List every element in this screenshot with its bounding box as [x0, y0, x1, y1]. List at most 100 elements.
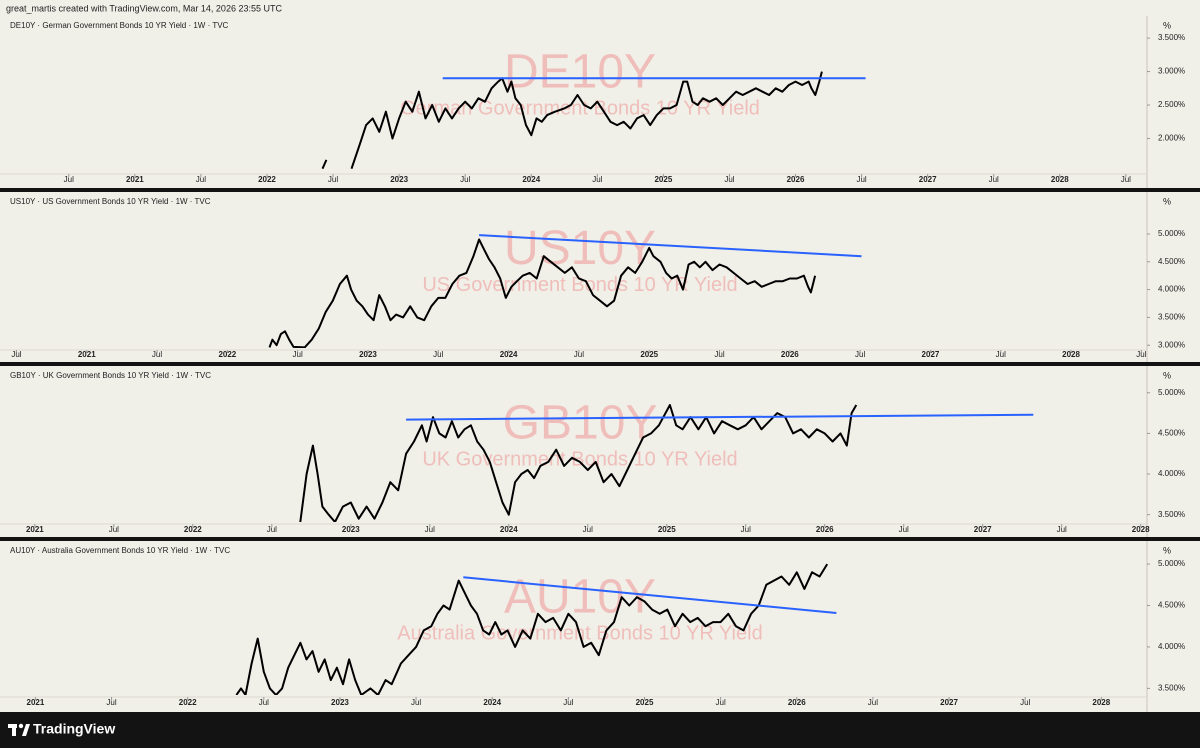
x-tick-label: 2022 [179, 698, 197, 707]
x-tick-label: 2027 [922, 350, 940, 359]
x-tick-label: Jul [64, 175, 74, 184]
y-tick-label: 5.000% [1158, 559, 1185, 568]
yield-line [268, 238, 817, 348]
x-tick-label: 2023 [342, 525, 360, 534]
x-tick-label: 2023 [331, 698, 349, 707]
footer-logo: TradingView [8, 721, 115, 737]
x-tick-label: 2025 [658, 525, 676, 534]
x-tick-label: 2022 [258, 175, 276, 184]
watermark-symbol: GB10Y [503, 397, 658, 450]
x-tick-label: Jul [11, 350, 21, 359]
watermark-description: German Government Bonds 10 YR Yield [400, 97, 760, 119]
x-tick-label: 2028 [1062, 350, 1080, 359]
x-tick-label: 2023 [359, 350, 377, 359]
x-tick-label: 2023 [390, 175, 408, 184]
x-tick-label: 2028 [1132, 525, 1150, 534]
x-tick-label: 2022 [218, 350, 236, 359]
y-tick-label: 2.000% [1158, 134, 1185, 143]
trendline [406, 413, 1034, 421]
x-tick-label: 2027 [919, 175, 937, 184]
x-tick-label: Jul [1020, 698, 1030, 707]
x-tick-label: 2027 [940, 698, 958, 707]
watermark-description: US Government Bonds 10 YR Yield [422, 274, 737, 296]
x-tick-label: Jul [989, 175, 999, 184]
trendline [463, 576, 837, 614]
pane-background [0, 366, 1200, 537]
x-tick-label: Jul [563, 698, 573, 707]
x-tick-label: Jul [293, 350, 303, 359]
header-text: great_martis created with TradingView.co… [6, 3, 282, 13]
y-tick-label: 4.500% [1158, 601, 1185, 610]
x-tick-label: Jul [433, 350, 443, 359]
watermark-symbol: DE10Y [504, 46, 656, 99]
yield-line [299, 404, 858, 522]
plot-area [268, 234, 862, 348]
plot-area [235, 563, 837, 695]
watermark-symbol: AU10Y [504, 571, 656, 624]
x-tick-label: Jul [741, 525, 751, 534]
y-tick-label: 5.000% [1158, 229, 1185, 238]
x-tick-label: Jul [583, 525, 593, 534]
x-tick-label: 2026 [816, 525, 834, 534]
x-tick-label: Jul [1057, 525, 1067, 534]
x-tick-label: Jul [259, 698, 269, 707]
pane-title: GB10Y · UK Government Bonds 10 YR Yield … [10, 371, 211, 380]
pane-title: DE10Y · German Government Bonds 10 YR Yi… [10, 21, 229, 30]
header-bar [0, 0, 1200, 16]
y-tick-label: 5.000% [1158, 388, 1185, 397]
pane-title: AU10Y · Australia Government Bonds 10 YR… [10, 546, 230, 555]
x-tick-label: Jul [714, 350, 724, 359]
x-tick-label: Jul [411, 698, 421, 707]
watermark-description: UK Government Bonds 10 YR Yield [422, 448, 737, 470]
x-tick-label: Jul [152, 350, 162, 359]
x-tick-label: 2024 [500, 525, 518, 534]
x-tick-label: Jul [1121, 175, 1131, 184]
x-tick-label: Jul [109, 525, 119, 534]
yield-line [321, 71, 823, 170]
x-tick-label: 2024 [500, 350, 518, 359]
footer-brand: TradingView [33, 721, 115, 737]
x-tick-label: 2026 [781, 350, 799, 359]
x-tick-label: Jul [592, 175, 602, 184]
x-tick-label: Jul [106, 698, 116, 707]
x-tick-label: 2025 [636, 698, 654, 707]
x-tick-label: 2021 [26, 525, 44, 534]
x-tick-label: 2024 [483, 698, 501, 707]
y-tick-label: 4.500% [1158, 257, 1185, 266]
y-tick-label: 3.500% [1158, 33, 1185, 42]
x-tick-label: 2022 [184, 525, 202, 534]
y-tick-label: 3.500% [1158, 683, 1185, 692]
y-tick-label: 3.000% [1158, 67, 1185, 76]
y-tick-label: 3.500% [1158, 313, 1185, 322]
x-tick-label: Jul [574, 350, 584, 359]
x-tick-label: Jul [996, 350, 1006, 359]
trendline [479, 234, 862, 258]
x-tick-label: 2026 [788, 698, 806, 707]
x-tick-label: Jul [868, 698, 878, 707]
unit-label: % [1163, 20, 1171, 30]
x-tick-label: 2028 [1092, 698, 1110, 707]
pane-background [0, 16, 1200, 188]
unit-label: % [1163, 370, 1171, 380]
x-tick-label: Jul [425, 525, 435, 534]
x-tick-label: 2026 [787, 175, 805, 184]
plot-area [321, 71, 866, 170]
x-tick-label: Jul [856, 175, 866, 184]
x-tick-label: 2021 [126, 175, 144, 184]
watermark-symbol: US10Y [504, 222, 656, 275]
y-tick-label: 4.000% [1158, 469, 1185, 478]
pane-title: US10Y · US Government Bonds 10 YR Yield … [10, 197, 211, 206]
x-tick-label: 2024 [522, 175, 540, 184]
y-tick-label: 3.500% [1158, 510, 1185, 519]
x-tick-label: Jul [267, 525, 277, 534]
x-tick-label: 2021 [78, 350, 96, 359]
x-tick-label: 2021 [27, 698, 45, 707]
x-tick-label: Jul [1136, 350, 1146, 359]
y-tick-label: 3.000% [1158, 340, 1185, 349]
x-tick-label: 2028 [1051, 175, 1069, 184]
plot-area [299, 404, 1034, 522]
x-tick-label: 2025 [654, 175, 672, 184]
unit-label: % [1163, 196, 1171, 206]
x-tick-label: Jul [724, 175, 734, 184]
